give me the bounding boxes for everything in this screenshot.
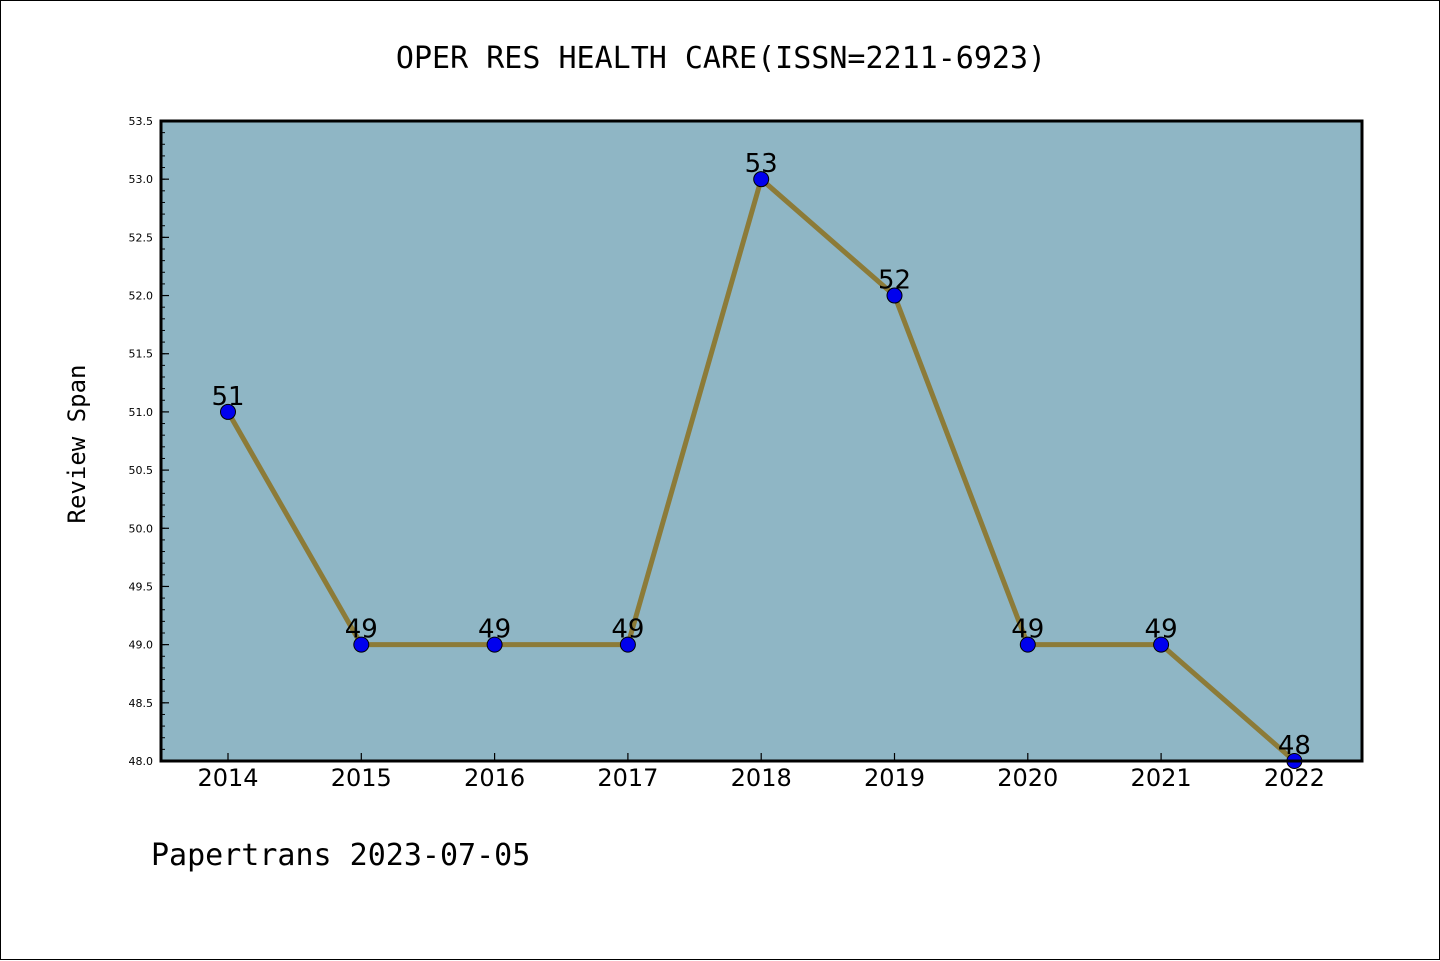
data-label: 49 [345,615,378,645]
y-tick-label: 49.5 [129,580,154,593]
x-tick-label: 2019 [864,764,925,792]
data-label: 49 [1011,615,1044,645]
data-label: 52 [878,266,911,296]
y-axis-label: Review Span [63,365,91,524]
x-axis: 2014 2015 2016 2017 2018 2019 2020 2021 2022 [197,753,1325,792]
data-point [1019,636,1036,653]
x-tick-label: 2015 [331,764,392,792]
y-tick-label: 53.5 [129,115,154,128]
y-tick-label: 48.5 [129,697,154,710]
y-tick-label: 50.5 [129,464,154,477]
data-point [619,636,636,653]
data-label: 49 [611,615,644,645]
plot-border [159,119,1364,763]
data-point [1153,636,1170,653]
y-tick-label: 51.0 [129,406,154,419]
data-point [886,287,903,304]
y-tick-label: 52.5 [129,231,154,244]
x-tick-label: 2017 [597,764,658,792]
y-tick-label: 48.0 [129,755,154,768]
x-tick-label: 2016 [464,764,525,792]
data-label: 49 [1145,615,1178,645]
y-tick-label: 50.0 [129,522,154,535]
chart-title: OPER RES HEALTH CARE(ISSN=2211-6923) [396,41,1046,76]
data-point [220,403,236,420]
data-label: 49 [478,615,511,645]
x-tick-label: 2014 [197,764,258,792]
data-point [353,636,370,653]
series-layer: 51 49 49 49 53 52 49 49 48 [211,149,1311,769]
data-label: 48 [1278,731,1311,761]
x-tick-label: 2020 [997,764,1058,792]
x-tick-label: 2021 [1131,764,1192,792]
plot-area [161,121,1362,761]
data-point [753,171,770,188]
y-tick-label: 52.0 [129,290,154,303]
y-axis: 48.0 48.5 49.0 49.5 50.0 50.5 51.0 51.5 52.0 52.5… [129,115,169,768]
data-label: 51 [211,382,244,412]
x-tick-label: 2018 [731,764,792,792]
data-label: 53 [745,149,778,179]
footer-text: Papertrans 2023-07-05 [151,838,530,873]
data-point [486,636,503,653]
y-tick-label: 51.5 [129,348,154,361]
y-tick-label: 49.0 [129,639,154,652]
y-tick-label: 53.0 [129,173,154,186]
